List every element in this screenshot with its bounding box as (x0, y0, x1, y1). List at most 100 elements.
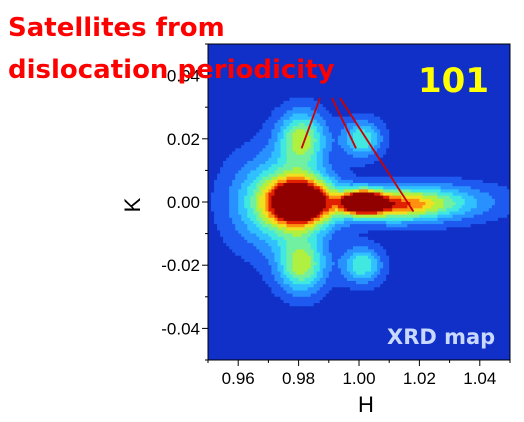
heatmap-cell (386, 62, 390, 67)
heatmap-cell (349, 141, 354, 146)
heatmap-cell (467, 53, 472, 58)
heatmap-cell (259, 129, 263, 134)
heatmap-cell (334, 113, 339, 118)
heatmap-cell (446, 176, 451, 181)
heatmap-cell (343, 107, 348, 111)
heatmap-cell (392, 183, 396, 187)
heatmap-cell (313, 97, 318, 102)
heatmap-cell (343, 72, 348, 77)
heatmap-cell (428, 50, 433, 55)
heatmap-cell (289, 132, 294, 137)
heatmap-cell (355, 56, 360, 61)
heatmap-cell (455, 138, 460, 143)
heatmap-cell (244, 97, 248, 102)
heatmap-cell (419, 138, 424, 143)
heatmap-cell (277, 157, 282, 162)
heatmap-cell (244, 186, 248, 190)
heatmap-cell (371, 88, 375, 92)
heatmap-cell (461, 173, 466, 178)
heatmap-cell (368, 179, 372, 184)
heatmap-cell (464, 126, 469, 130)
heatmap-cell (482, 116, 487, 121)
heatmap-cell (446, 132, 451, 137)
heatmap-cell (256, 123, 260, 127)
heatmap-cell (377, 50, 381, 55)
heatmap-cell (211, 183, 215, 187)
heatmap-cell (428, 167, 433, 171)
heatmap-cell (337, 154, 342, 159)
heatmap-cell (289, 145, 294, 149)
heatmap-cell (313, 126, 318, 130)
heatmap-cell (298, 148, 303, 153)
heatmap-cell (449, 113, 454, 118)
heatmap-cell (265, 107, 269, 111)
heatmap-cell (250, 94, 254, 99)
heatmap-cell (389, 116, 393, 121)
heatmap-cell (389, 100, 393, 105)
heatmap-cell (346, 198, 351, 203)
heatmap-cell (500, 88, 505, 92)
heatmap-cell (404, 189, 408, 194)
heatmap-cell (467, 170, 472, 175)
heatmap-cell (479, 164, 484, 168)
heatmap-cell (416, 104, 420, 108)
heatmap-cell (313, 170, 318, 175)
heatmap-cell (226, 157, 230, 162)
heatmap-cell (476, 119, 481, 124)
heatmap-cell (425, 94, 430, 99)
heatmap-cell (371, 192, 375, 197)
heatmap-cell (488, 167, 493, 171)
heatmap-cell (250, 164, 254, 168)
heatmap-cell (458, 132, 463, 137)
heatmap-cell (473, 91, 478, 96)
heatmap-cell (322, 132, 327, 137)
heatmap-cell (301, 94, 306, 99)
heatmap-cell (470, 186, 475, 190)
heatmap-cell (386, 47, 390, 51)
heatmap-cell (494, 116, 499, 121)
heatmap-cell (365, 78, 369, 83)
heatmap-cell (428, 75, 433, 80)
heatmap-cell (289, 119, 294, 124)
heatmap-cell (349, 116, 354, 121)
heatmap-cell (286, 56, 291, 61)
heatmap-cell (307, 135, 312, 140)
heatmap-cell (455, 157, 460, 162)
heatmap-cell (386, 104, 390, 108)
heatmap-cell (352, 47, 357, 51)
heatmap-cell (410, 94, 414, 99)
heatmap-cell (407, 88, 411, 92)
heatmap-cell (443, 157, 448, 162)
heatmap-cell (491, 167, 496, 171)
heatmap-cell (362, 157, 366, 162)
heatmap-cell (455, 183, 460, 187)
heatmap-cell (286, 104, 291, 108)
heatmap-cell (211, 154, 215, 159)
heatmap-cell (334, 100, 339, 105)
heatmap-cell (211, 85, 215, 89)
heatmap-cell (214, 88, 218, 92)
heatmap-cell (410, 183, 414, 187)
heatmap-cell (437, 94, 442, 99)
heatmap-cell (346, 123, 351, 127)
heatmap-cell (377, 132, 381, 137)
heatmap-cell (443, 167, 448, 171)
heatmap-cell (274, 119, 279, 124)
heatmap-cell (389, 157, 393, 162)
heatmap-cell (419, 154, 424, 159)
heatmap-cell (322, 192, 327, 197)
heatmap-cell (328, 170, 333, 175)
heatmap-cell (488, 154, 493, 159)
heatmap-cell (428, 72, 433, 77)
heatmap-cell (337, 75, 342, 80)
heatmap-cell (416, 145, 420, 149)
heatmap-cell (274, 167, 279, 171)
heatmap-cell (346, 179, 351, 184)
heatmap-cell (485, 173, 490, 178)
heatmap-cell (416, 88, 420, 92)
heatmap-cell (398, 198, 402, 203)
heatmap-cell (247, 107, 251, 111)
heatmap-cell (368, 164, 372, 168)
heatmap-cell (437, 198, 442, 203)
heatmap-cell (292, 56, 297, 61)
